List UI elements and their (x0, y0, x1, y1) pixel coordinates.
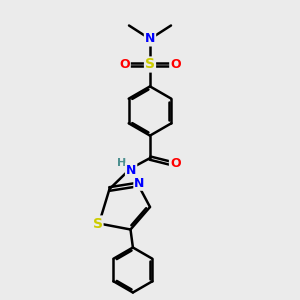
Text: S: S (145, 58, 155, 71)
Text: H: H (118, 158, 127, 168)
Text: N: N (126, 164, 136, 177)
Text: O: O (170, 58, 181, 71)
Text: N: N (134, 177, 145, 190)
Text: N: N (145, 32, 155, 46)
Text: S: S (92, 217, 103, 230)
Text: O: O (119, 58, 130, 71)
Text: O: O (170, 157, 181, 170)
